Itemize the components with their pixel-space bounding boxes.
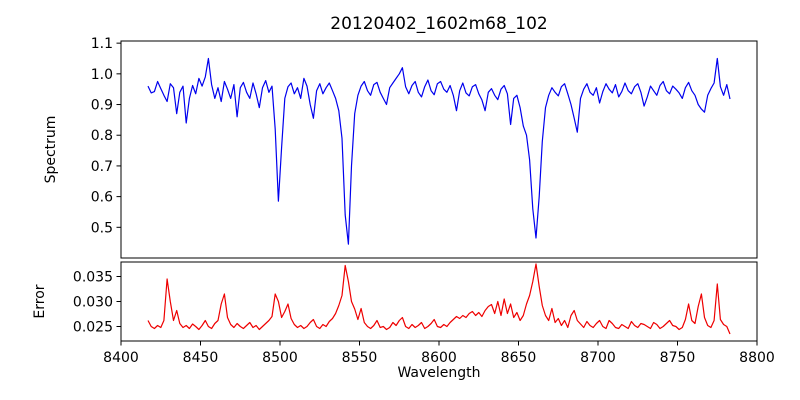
y-tick-label: 0.025 <box>73 320 113 336</box>
y-tick-label: 0.9 <box>91 98 113 114</box>
error-data-line <box>147 263 731 335</box>
x-tick-label: 8700 <box>580 350 616 366</box>
x-tick-label: 8550 <box>342 350 378 366</box>
y-tick-label: 0.6 <box>91 190 113 206</box>
y-tick-label: 0.030 <box>73 295 113 311</box>
error-y-axis-label: Error <box>32 284 48 318</box>
x-axis-label: Wavelength <box>397 365 480 381</box>
axis-ticks-layer: 0.5 0.6 0.7 0.8 0.9 1.0 1.1 0.025 0.030 0.035 8400… <box>73 36 775 366</box>
x-tick-label: 8400 <box>103 350 139 366</box>
x-tick-label: 8650 <box>501 350 537 366</box>
y-tick-label: 0.7 <box>91 159 113 175</box>
x-tick-label: 8500 <box>262 350 298 366</box>
y-tick-label: 0.8 <box>91 128 113 144</box>
y-tick-label: 0.035 <box>73 270 113 286</box>
y-tick-label: 1.1 <box>91 36 113 52</box>
spectrum-plot-frame <box>120 40 758 259</box>
x-tick-label: 8800 <box>739 350 775 366</box>
error-plot-frame <box>120 261 758 342</box>
x-tick-label: 8450 <box>183 350 219 366</box>
spectrum-y-axis-label: Spectrum <box>43 116 59 184</box>
y-tick-label: 1.0 <box>91 67 113 83</box>
y-tick-label: 0.5 <box>91 220 113 236</box>
x-tick-label: 8750 <box>660 350 696 366</box>
spectrum-data-line <box>147 57 731 245</box>
data-lines-layer <box>147 57 731 335</box>
chart-title: 20120402_1602m68_102 <box>330 14 547 34</box>
x-tick-label: 8600 <box>421 350 457 366</box>
